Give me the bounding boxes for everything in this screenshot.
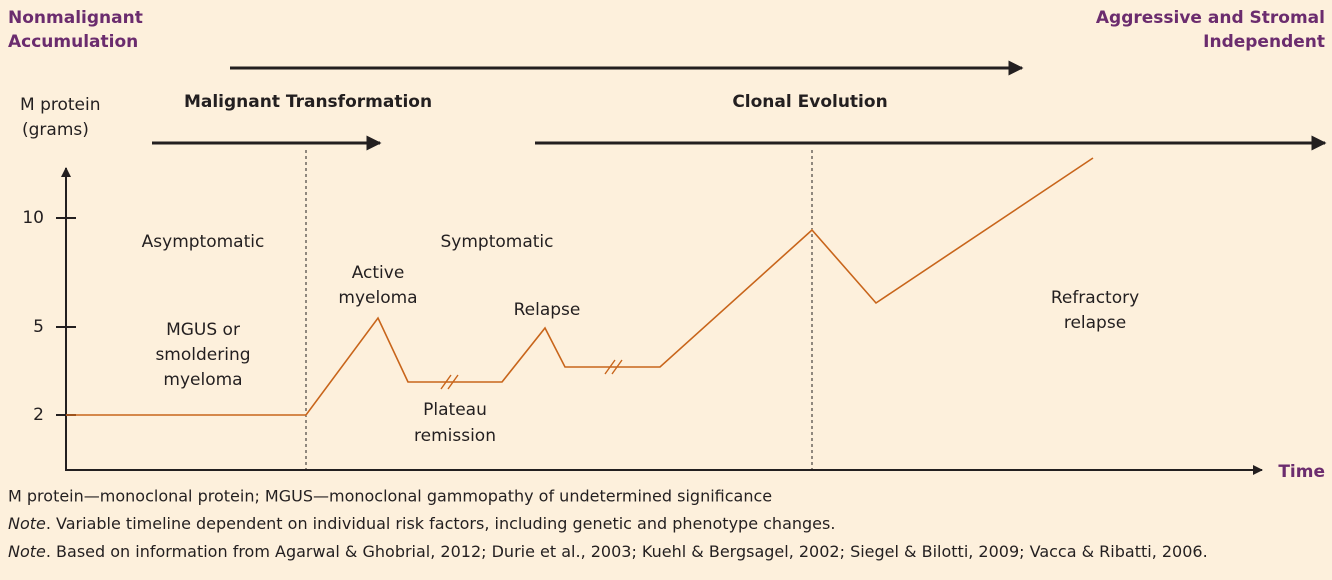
note-text: . Based on information from Agarwal & Gh…	[46, 542, 1208, 561]
label: Asymptomatic	[142, 232, 265, 252]
y-label: M protein	[20, 95, 101, 115]
note-prefix: Note	[8, 514, 46, 533]
note: Note. Variable timeline dependent on ind…	[8, 514, 835, 533]
label: Relapse	[514, 300, 581, 320]
label: Active	[352, 263, 405, 283]
note-prefix: Note	[8, 542, 46, 561]
note-text: . Variable timeline dependent on individ…	[46, 514, 836, 533]
phase: Clonal Evolution	[732, 92, 887, 112]
label: smoldering	[155, 345, 250, 365]
y-tick-label: 2	[33, 405, 44, 425]
y-tick-label: 10	[22, 208, 44, 228]
header-right: Independent	[1203, 32, 1325, 52]
y-label: (grams)	[22, 120, 89, 140]
header-left: Accumulation	[8, 32, 138, 52]
note: M protein—monoclonal protein; MGUS—monoc…	[8, 487, 772, 506]
label: relapse	[1064, 313, 1126, 333]
label: myeloma	[338, 288, 417, 308]
protein-curve	[66, 157, 1094, 416]
y-tick-label: 5	[33, 317, 44, 337]
label: myeloma	[163, 370, 242, 390]
label: Refractory	[1051, 288, 1139, 308]
label: MGUS or	[166, 320, 240, 340]
break-mark	[440, 359, 623, 390]
label: Symptomatic	[441, 232, 554, 252]
label: remission	[414, 426, 496, 446]
header-left: Nonmalignant	[8, 8, 143, 28]
x-label: Time	[1278, 462, 1325, 482]
header-right: Aggressive and Stromal	[1096, 8, 1325, 28]
note: Note. Based on information from Agarwal …	[8, 542, 1208, 561]
phase: Malignant Transformation	[184, 92, 432, 112]
label: Plateau	[423, 400, 487, 420]
